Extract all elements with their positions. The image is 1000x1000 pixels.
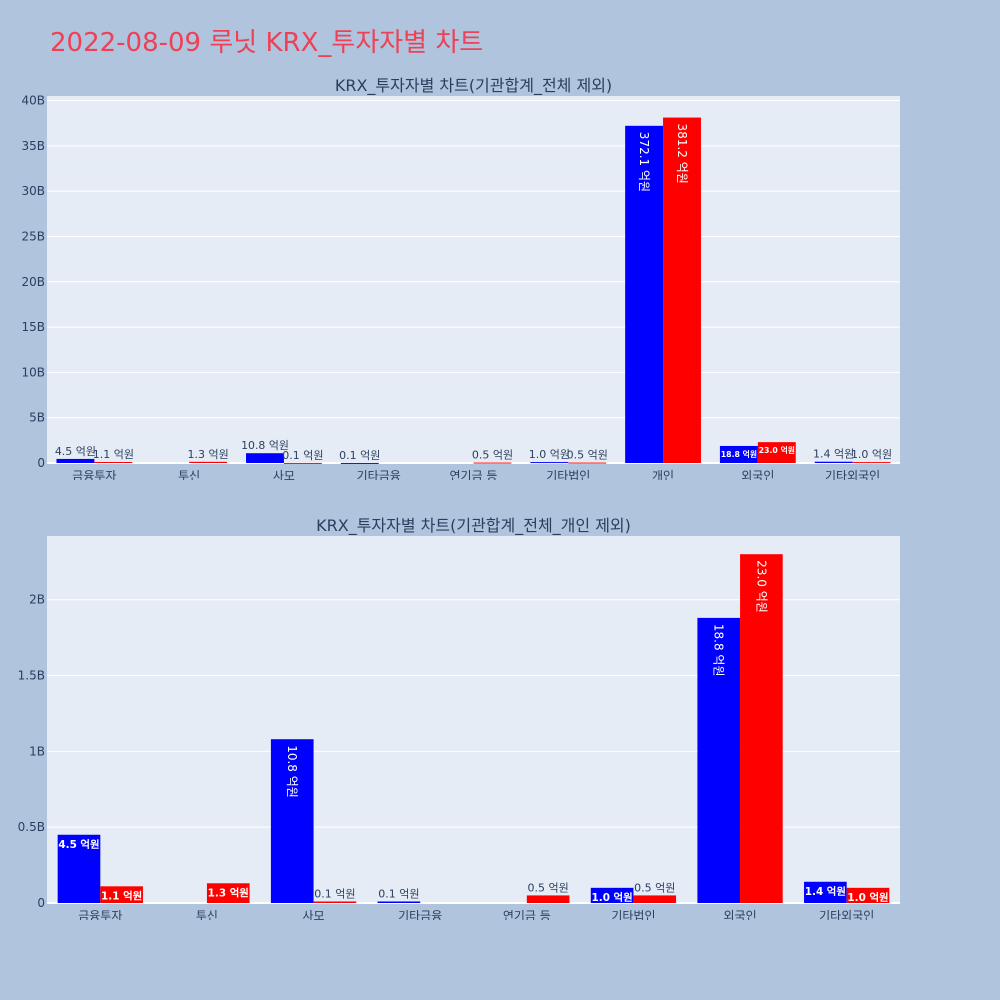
bar	[377, 901, 421, 903]
bar-label: 10.8 억원	[241, 439, 289, 452]
x-tick-label: 개인	[652, 469, 674, 480]
bar-label: 0.5 억원	[634, 881, 675, 894]
bar-label: 10.8 억원	[285, 745, 299, 798]
bar-label: 18.8 억원	[712, 624, 726, 677]
chart-title: KRX_투자자별 차트(기관합계_전체_개인 제외)	[316, 516, 631, 536]
bar-label: 1.1 억원	[93, 448, 134, 461]
bar	[283, 462, 322, 464]
chart-top: KRX_투자자별 차트(기관합계_전체 제외) 0 5B 10B 15B 20B 25B 30…	[21, 76, 900, 480]
bar	[804, 881, 847, 903]
chart-bottom: KRX_투자자별 차트(기관합계_전체_개인 제외) 0 0.5B 1B 1.5B 2B 금…	[18, 516, 900, 920]
y-tick-label: 1B	[29, 744, 45, 758]
bar	[313, 901, 357, 903]
y-tick-label: 25B	[21, 229, 45, 243]
bar	[568, 462, 607, 464]
y-tick-label: 10B	[21, 365, 45, 379]
bar-label: 23.0 억원	[759, 445, 795, 455]
bar-label: 0.5 억원	[472, 449, 513, 462]
bar	[740, 554, 783, 903]
page-title: 2022-08-09 루닛 KRX_투자자별 차트	[50, 28, 484, 58]
x-tick-label: 사모	[303, 909, 325, 920]
bar-label: 372.1 억원	[637, 132, 651, 192]
bar-label: 1.4 억원	[805, 885, 846, 898]
bar	[526, 895, 570, 903]
bar-label: 0.1 억원	[339, 449, 380, 462]
y-tick-label: 0.5B	[18, 820, 45, 834]
bar-label: 23.0 억원	[754, 560, 768, 613]
bar-label: 381.2 억원	[675, 124, 689, 184]
x-tick-label: 금융투자	[78, 909, 122, 920]
x-tick-label: 연기금 등	[450, 469, 498, 480]
x-tick-label: 기타법인	[546, 469, 590, 480]
bar-label: 0.1 억원	[314, 887, 355, 900]
bar	[270, 739, 314, 903]
bar-label: 18.8 억원	[721, 449, 757, 459]
y-tick-label: 30B	[21, 184, 45, 198]
x-tick-label: 기타금융	[357, 469, 401, 480]
x-tick-label: 외국인	[741, 469, 774, 480]
x-tick-label: 기타외국인	[819, 909, 874, 920]
bar	[340, 462, 379, 464]
y-tick-label: 0	[37, 456, 45, 470]
x-tick-label: 사모	[273, 469, 295, 480]
y-tick-label: 40B	[21, 94, 45, 108]
x-tick-label: 기타금융	[398, 909, 442, 920]
bar	[473, 462, 512, 464]
bar	[719, 445, 758, 463]
bar-label: 0.5 억원	[567, 449, 608, 462]
bar-label: 4.5 억원	[55, 445, 96, 458]
bar	[94, 462, 133, 464]
chart-title: KRX_투자자별 차트(기관합계_전체 제외)	[335, 76, 612, 96]
bar	[757, 442, 796, 463]
y-tick-label: 0	[37, 896, 45, 910]
bar-label: 1.0 억원	[529, 448, 570, 461]
bar-label: 1.3 억원	[188, 448, 229, 461]
bar	[56, 458, 95, 463]
bar	[846, 887, 890, 903]
plot-area	[47, 96, 900, 463]
bar	[100, 886, 143, 903]
y-tick-label: 1.5B	[18, 669, 45, 683]
bar	[663, 117, 701, 464]
bar-label: 1.3 억원	[208, 887, 249, 900]
bar	[852, 462, 891, 464]
bar-label: 1.0 억원	[847, 891, 888, 904]
bar-label: 1.0 억원	[851, 448, 892, 461]
bar-label: 1.0 억원	[592, 891, 633, 904]
x-tick-label: 외국인	[724, 909, 757, 920]
bar-label: 0.1 억원	[378, 887, 419, 900]
bar-label: 1.4 억원	[813, 448, 854, 461]
y-tick-label: 2B	[29, 593, 45, 607]
x-tick-label: 기타법인	[611, 909, 655, 920]
bar	[590, 887, 634, 903]
bar-label: 0.5 억원	[528, 881, 569, 894]
x-tick-label: 연기금 등	[503, 909, 551, 920]
bar	[814, 461, 853, 463]
bar	[206, 883, 250, 903]
bar	[189, 461, 228, 463]
bar-label: 4.5 억원	[58, 838, 99, 851]
y-tick-label: 20B	[21, 275, 45, 289]
bar-label: 1.1 억원	[101, 890, 142, 903]
bar	[57, 834, 101, 903]
y-tick-label: 15B	[21, 320, 45, 334]
bar	[246, 453, 284, 463]
x-tick-label: 투신	[178, 469, 200, 480]
bar	[530, 462, 569, 464]
x-tick-label: 기타외국인	[825, 469, 880, 480]
bar-label: 0.1 억원	[282, 449, 323, 462]
y-tick-label: 35B	[21, 139, 45, 153]
x-tick-label: 금융투자	[72, 469, 116, 480]
bar	[625, 125, 664, 464]
bar	[633, 895, 677, 903]
y-tick-label: 5B	[29, 411, 45, 425]
x-tick-label: 투신	[196, 909, 218, 920]
bar	[697, 617, 741, 903]
